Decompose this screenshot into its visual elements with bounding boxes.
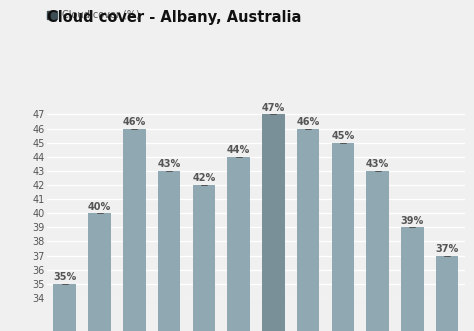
Bar: [192, 185, 215, 331]
Bar: [436, 256, 458, 331]
Bar: [297, 128, 319, 331]
Text: 46%: 46%: [123, 117, 146, 127]
Legend: Cloud cover (%): Cloud cover (%): [43, 6, 143, 24]
Bar: [158, 171, 180, 331]
Bar: [123, 128, 146, 331]
Bar: [88, 213, 111, 331]
Text: 43%: 43%: [366, 159, 389, 169]
Text: 35%: 35%: [53, 272, 76, 282]
Text: 37%: 37%: [436, 244, 459, 254]
Text: 44%: 44%: [227, 145, 250, 155]
Text: 45%: 45%: [331, 131, 355, 141]
Bar: [227, 157, 250, 331]
Text: 42%: 42%: [192, 173, 216, 183]
Bar: [331, 143, 354, 331]
Text: 43%: 43%: [157, 159, 181, 169]
Text: 40%: 40%: [88, 202, 111, 212]
Bar: [401, 227, 424, 331]
Bar: [262, 115, 284, 331]
Text: 39%: 39%: [401, 215, 424, 226]
Bar: [54, 284, 76, 331]
Text: 46%: 46%: [296, 117, 320, 127]
Text: 47%: 47%: [262, 103, 285, 113]
Text: Cloud cover - Albany, Australia: Cloud cover - Albany, Australia: [47, 10, 302, 25]
Bar: [366, 171, 389, 331]
